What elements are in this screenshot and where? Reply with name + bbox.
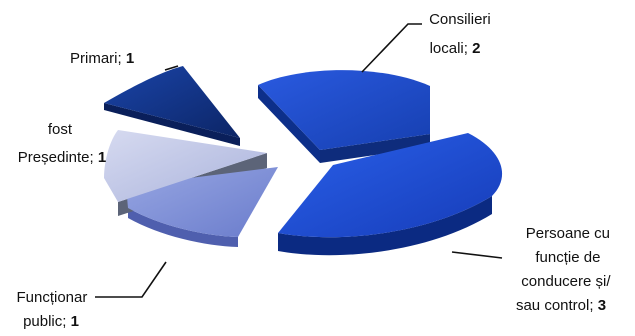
leader-line-consilieri	[361, 23, 422, 73]
slice-label-consilieri: Consilieri locali; 2	[429, 11, 495, 57]
slice-label-persoane: Persoane cu funcție de conducere și/ sau…	[516, 225, 615, 314]
slice-side-functionar	[128, 208, 238, 247]
label-line: locali;	[430, 40, 473, 57]
slice-labels: Consilieri locali; 2 Persoane cu funcție…	[16, 11, 615, 330]
label-line: Consilieri	[429, 11, 491, 28]
slice-side-primari	[104, 103, 240, 146]
label-line: Funcționar	[16, 289, 87, 306]
slice-value: 1	[98, 149, 106, 166]
slice-value: 1	[126, 50, 134, 67]
slice-primari	[104, 66, 240, 138]
slice-tops	[104, 66, 503, 238]
leader-line-functionar	[95, 261, 167, 298]
slice-value: 1	[71, 313, 79, 330]
label-line: conducere și/	[521, 273, 611, 290]
slice-persoane	[278, 133, 503, 238]
slice-value: 2	[472, 40, 480, 57]
label-line: sau control;	[516, 297, 598, 314]
slice-side-consilieri-rim	[320, 134, 430, 163]
leader-line-persoane	[451, 251, 503, 259]
slice-consilieri	[258, 70, 430, 150]
leader-lines	[95, 23, 503, 298]
slice-fost	[104, 130, 267, 202]
slice-label-primari: Primari; 1	[70, 50, 134, 67]
slice-side-consilieri	[258, 85, 320, 163]
label-line: Președinte;	[18, 149, 98, 166]
slice-value: 3	[598, 297, 606, 314]
label-line: public;	[23, 313, 71, 330]
slice-side-persoane	[278, 196, 492, 256]
label-line: fost	[48, 121, 73, 138]
label-line: Persoane cu	[526, 225, 610, 242]
leader-line-primari	[164, 65, 179, 71]
slice-label-functionar: Funcționar public; 1	[16, 289, 91, 330]
label-line: funcție de	[535, 249, 600, 266]
label-line: Primari;	[70, 50, 126, 67]
slice-label-fost: fost Președinte; 1	[18, 121, 106, 166]
